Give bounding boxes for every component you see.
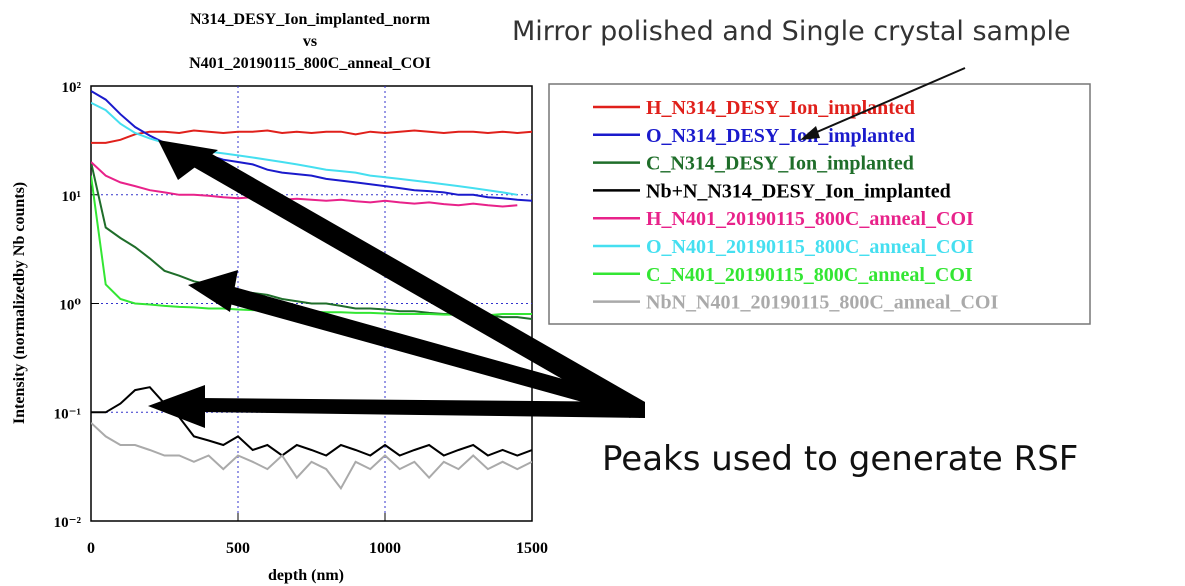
x-tick-label: 1500 bbox=[516, 540, 548, 557]
y-tick-label: 10⁰ bbox=[59, 298, 81, 314]
x-axis-label: depth (nm) bbox=[268, 567, 344, 584]
series-line bbox=[91, 386, 532, 457]
series-line bbox=[91, 161, 518, 208]
x-tick-label: 0 bbox=[87, 540, 95, 557]
legend-label: NbN_N401_20190115_800C_anneal_COI bbox=[646, 292, 998, 314]
legend-label: H_N401_20190115_800C_anneal_COI bbox=[646, 208, 974, 230]
series-group bbox=[91, 90, 532, 491]
x-tick-label: 1000 bbox=[369, 540, 401, 557]
series-line bbox=[91, 101, 518, 196]
series-line bbox=[91, 129, 532, 144]
series-line bbox=[91, 90, 532, 202]
legend-label: Nb+N_N314_DESY_Ion_implanted bbox=[646, 180, 951, 202]
y-tick-label: 10² bbox=[62, 80, 82, 96]
annotation: Peaks used to generate RSF bbox=[602, 439, 1078, 479]
arrows bbox=[148, 67, 966, 428]
legend-label: O_N314_DESY_Ion_implanted bbox=[646, 125, 915, 147]
chart-title: N401_20190115_800C_anneal_COI bbox=[189, 55, 431, 72]
series-line bbox=[91, 422, 532, 491]
x-tick-label: 500 bbox=[226, 540, 250, 557]
y-tick-label: 10⁻² bbox=[54, 515, 82, 531]
chart-title: vs bbox=[303, 33, 317, 50]
y-tick-label: 10¹ bbox=[62, 189, 82, 205]
y-tick-label: 10⁻¹ bbox=[54, 406, 81, 422]
annotation: Mirror polished and Single crystal sampl… bbox=[512, 16, 1071, 47]
legend-box bbox=[548, 83, 1091, 325]
chart-title: N314_DESY_Ion_implanted_norm bbox=[190, 11, 431, 28]
legend-label: C_N314_DESY_Ion_implanted bbox=[646, 153, 914, 175]
series-line bbox=[91, 175, 532, 317]
series-line bbox=[91, 161, 532, 320]
legend-label: H_N314_DESY_Ion_implanted bbox=[646, 97, 915, 119]
y-axis-label: Intensity (normalizedby Nb counts) bbox=[11, 182, 28, 424]
legend: H_N314_DESY_Ion_implanted O_N314_DESY_Ion… bbox=[593, 97, 998, 314]
legend-label: C_N401_20190115_800C_anneal_COI bbox=[646, 264, 973, 286]
legend-label: O_N401_20190115_800C_anneal_COI bbox=[646, 236, 974, 258]
